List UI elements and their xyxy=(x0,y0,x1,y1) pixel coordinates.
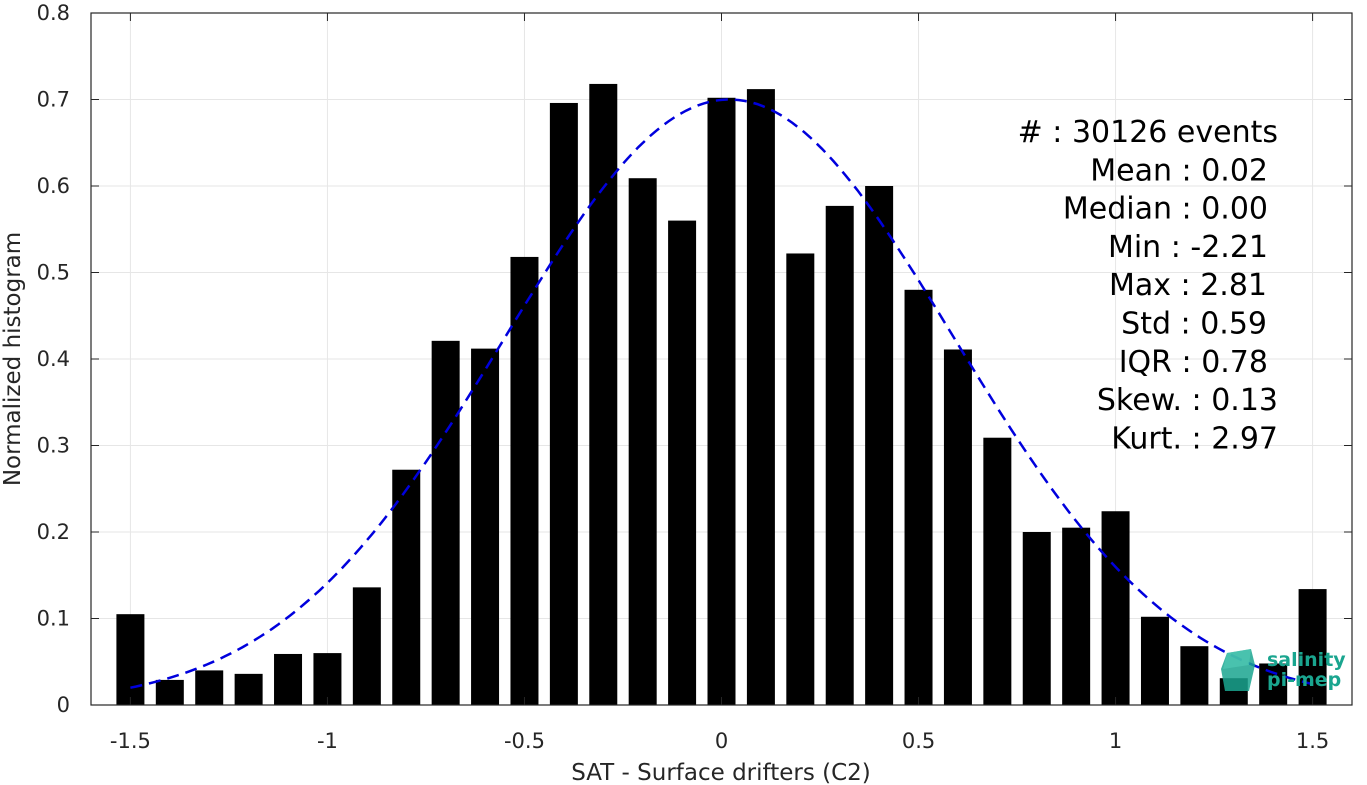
stat-line: IQR : 0.78 xyxy=(1119,345,1268,380)
histogram-bar xyxy=(904,289,933,705)
histogram-bar xyxy=(313,653,342,705)
y-tick-label: 0.2 xyxy=(37,520,70,544)
x-tick-label: -0.5 xyxy=(504,729,545,753)
x-tick-label: 0.5 xyxy=(902,729,935,753)
stat-line: # : 30126 events xyxy=(1018,115,1278,150)
y-tick-label: 0.8 xyxy=(37,1,70,25)
histogram-bar xyxy=(431,340,460,705)
stat-line: Skew. : 0.13 xyxy=(1097,383,1278,418)
histogram-bar xyxy=(1062,527,1091,705)
x-tick-label: 1.5 xyxy=(1296,729,1329,753)
stat-line: Median : 0.00 xyxy=(1063,192,1268,227)
y-tick-label: 0.4 xyxy=(37,347,70,371)
stat-line: Min : -2.21 xyxy=(1108,230,1268,265)
logo-line2: pi-mep xyxy=(1267,669,1341,691)
y-tick-label: 0 xyxy=(57,693,70,717)
y-tick-label: 0.3 xyxy=(37,434,70,458)
logo-line1: salinity xyxy=(1267,649,1346,671)
histogram-bar xyxy=(746,89,775,706)
x-tick-label: -1.5 xyxy=(110,729,151,753)
histogram-bar xyxy=(392,469,421,705)
histogram-bar xyxy=(865,186,894,705)
histogram-bar xyxy=(1101,511,1130,705)
x-axis-label: SAT - Surface drifters (C2) xyxy=(571,760,871,785)
x-tick-label: -1 xyxy=(317,729,338,753)
histogram-bar xyxy=(1022,532,1051,705)
histogram-bar xyxy=(155,679,184,705)
histogram-bar xyxy=(116,614,145,705)
histogram-bar xyxy=(510,256,539,705)
histogram-bar xyxy=(195,670,224,705)
y-tick-label: 0.1 xyxy=(37,607,70,631)
salinity-pimep-logo: salinity pi-mep xyxy=(1221,649,1346,691)
y-axis-label: Normalized histogram xyxy=(0,232,26,486)
histogram-bar xyxy=(707,97,736,705)
y-axis-ticks: 0 0.1 0.2 0.3 0.4 0.5 0.6 0.7 0.8 xyxy=(37,1,1352,717)
histogram-bar xyxy=(668,220,697,705)
x-axis-ticks: -1.5 -1 -0.5 0 0.5 1 1.5 xyxy=(110,13,1329,753)
histogram-bar xyxy=(1140,616,1169,705)
histogram-bar xyxy=(234,673,263,705)
stat-line: Std : 0.59 xyxy=(1121,307,1267,342)
y-tick-label: 0.5 xyxy=(37,261,70,285)
histogram-bar xyxy=(1259,663,1288,705)
histogram-bar xyxy=(943,349,972,705)
x-tick-label: 1 xyxy=(1109,729,1122,753)
histogram-bar xyxy=(1298,589,1327,705)
stat-line: Max : 2.81 xyxy=(1109,268,1267,303)
histogram-bar xyxy=(352,587,381,705)
logo-mark-highlight xyxy=(1223,649,1251,669)
y-tick-label: 0.7 xyxy=(37,88,70,112)
stat-line: Kurt. : 2.97 xyxy=(1111,421,1278,456)
histogram-bar xyxy=(549,102,578,705)
histogram-bars xyxy=(116,83,1327,706)
histogram-bar xyxy=(471,348,500,705)
histogram-bar xyxy=(825,205,854,705)
y-tick-label: 0.6 xyxy=(37,174,70,198)
histogram-bar xyxy=(983,437,1012,705)
x-tick-label: 0 xyxy=(715,729,728,753)
histogram-bar xyxy=(786,253,815,705)
histogram-bar xyxy=(1180,646,1209,705)
fit-curve xyxy=(130,98,1313,689)
histogram-bar xyxy=(628,178,657,706)
histogram-bar xyxy=(274,653,303,705)
stat-line: Mean : 0.02 xyxy=(1090,153,1268,188)
